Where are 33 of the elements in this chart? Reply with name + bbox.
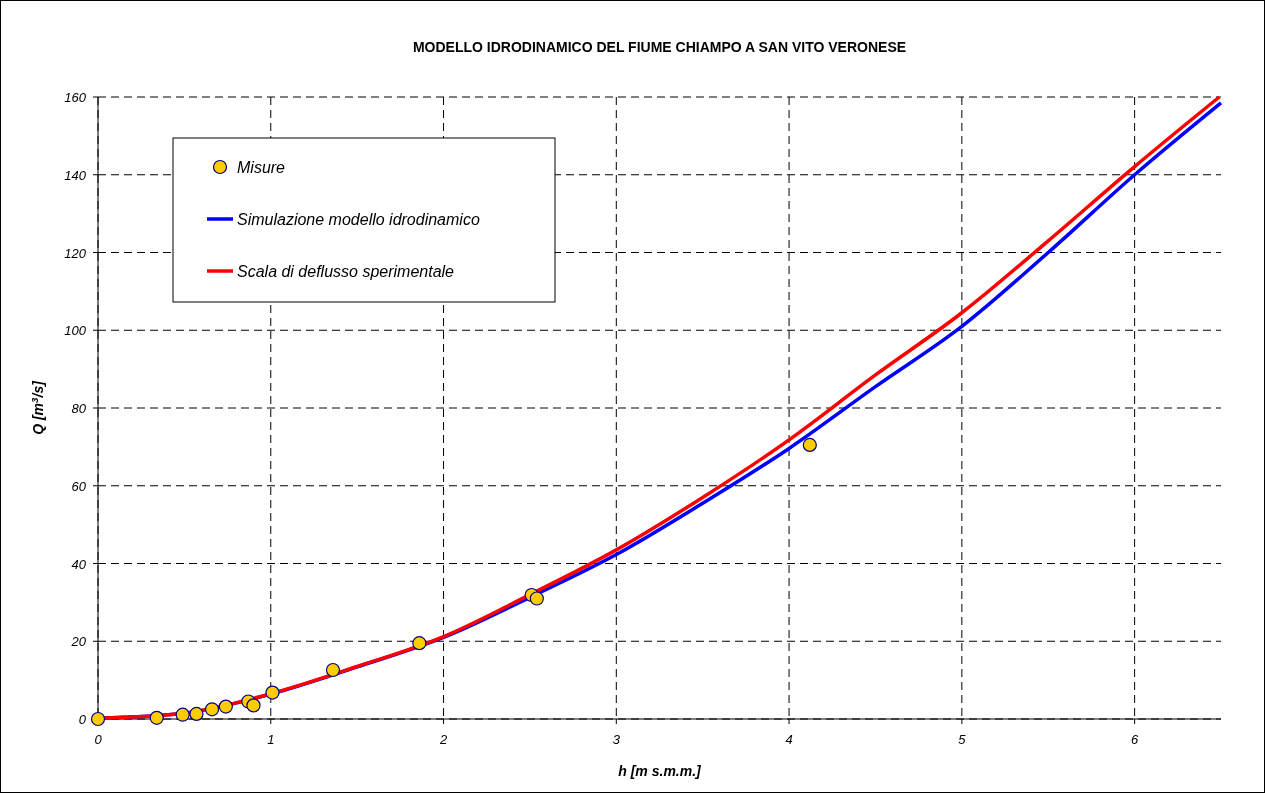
y-tick-label: 100 bbox=[64, 323, 87, 339]
y-tick-label: 20 bbox=[70, 634, 87, 650]
x-tick-label: 6 bbox=[1131, 732, 1139, 747]
point bbox=[412, 636, 427, 651]
point bbox=[90, 711, 106, 727]
point bbox=[189, 706, 204, 722]
legend-label: Misure bbox=[237, 159, 286, 176]
point bbox=[325, 662, 341, 678]
legend-label: Simulazione modello idrodinamico bbox=[237, 211, 480, 228]
point bbox=[246, 698, 261, 713]
point bbox=[265, 685, 280, 700]
x-tick-label: 3 bbox=[612, 732, 621, 747]
y-tick-label: 140 bbox=[64, 167, 87, 183]
point bbox=[149, 710, 164, 725]
point bbox=[529, 591, 544, 606]
x-tick-label: 5 bbox=[958, 732, 967, 747]
point bbox=[802, 437, 817, 453]
chart-title: MODELLO IDRODINAMICO DEL FIUME CHIAMPO A SAN VITO VERONESE bbox=[412, 39, 907, 55]
y-tick-label: 40 bbox=[71, 556, 87, 572]
x-tick-label: 4 bbox=[785, 732, 793, 747]
x-tick-label: 0 bbox=[94, 732, 103, 747]
point bbox=[204, 702, 220, 717]
legend-label: Scala di deflusso sperimentale bbox=[237, 263, 455, 280]
x-tick-label: 1 bbox=[267, 732, 275, 747]
y-tick-label: 160 bbox=[64, 90, 87, 105]
x-tick-label: 2 bbox=[438, 732, 448, 747]
x-axis-title: h [m s.m.m.] bbox=[618, 763, 703, 779]
point bbox=[218, 699, 233, 714]
y-tick-label: 120 bbox=[64, 245, 87, 261]
point bbox=[175, 707, 190, 722]
y-tick-label: 80 bbox=[71, 401, 87, 416]
y-tick-label: 0 bbox=[78, 712, 87, 727]
y-tick-label: 60 bbox=[71, 478, 87, 494]
